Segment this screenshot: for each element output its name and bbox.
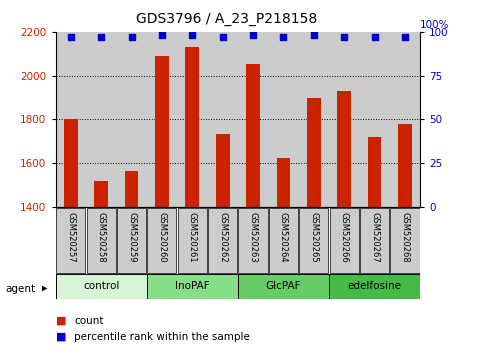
Point (188, 33, 196, 38)
FancyBboxPatch shape (86, 209, 116, 273)
FancyBboxPatch shape (299, 209, 328, 273)
FancyBboxPatch shape (360, 209, 389, 273)
Text: GlcPAF: GlcPAF (266, 281, 301, 291)
Text: ■: ■ (56, 316, 66, 326)
Bar (307, 98, 321, 207)
Text: GSM520262: GSM520262 (218, 212, 227, 263)
Bar (185, 47, 199, 207)
Bar (177, 32, 208, 207)
Point (128, 34, 135, 40)
FancyBboxPatch shape (147, 209, 176, 273)
Text: InoPAF: InoPAF (175, 281, 210, 291)
Bar (338, 91, 351, 207)
Bar (277, 158, 290, 207)
Text: GSM520257: GSM520257 (66, 212, 75, 263)
Text: GSM520265: GSM520265 (309, 212, 318, 263)
FancyBboxPatch shape (56, 274, 147, 299)
Point (67, 34, 74, 40)
Point (371, 34, 379, 40)
FancyBboxPatch shape (239, 209, 268, 273)
Point (341, 34, 348, 40)
Text: GSM520266: GSM520266 (340, 212, 349, 263)
Text: agent: agent (6, 284, 36, 293)
Text: GSM520260: GSM520260 (157, 212, 167, 263)
Bar (216, 134, 229, 207)
Text: GDS3796 / A_23_P218158: GDS3796 / A_23_P218158 (136, 12, 318, 27)
Point (97, 34, 105, 40)
Bar (116, 32, 147, 207)
Text: GSM520259: GSM520259 (127, 212, 136, 263)
Text: percentile rank within the sample: percentile rank within the sample (74, 332, 250, 342)
Bar (298, 32, 329, 207)
FancyBboxPatch shape (238, 274, 329, 299)
FancyBboxPatch shape (269, 209, 298, 273)
Point (219, 34, 227, 40)
Text: edelfosine: edelfosine (348, 281, 402, 291)
Bar (56, 32, 86, 207)
Bar (238, 32, 268, 207)
Text: GSM520268: GSM520268 (400, 212, 410, 263)
Text: GSM520261: GSM520261 (188, 212, 197, 263)
Text: control: control (83, 281, 119, 291)
FancyBboxPatch shape (390, 209, 420, 273)
Bar (368, 137, 382, 207)
Bar (94, 181, 108, 207)
Point (401, 34, 409, 40)
Point (280, 34, 287, 40)
Bar (268, 32, 298, 207)
Bar (125, 171, 138, 207)
Text: GSM520263: GSM520263 (249, 212, 257, 263)
Text: GSM520267: GSM520267 (370, 212, 379, 263)
Bar (64, 120, 78, 207)
FancyBboxPatch shape (330, 209, 359, 273)
FancyBboxPatch shape (329, 274, 420, 299)
Bar (86, 32, 116, 207)
Bar (208, 32, 238, 207)
Text: 100%: 100% (420, 20, 450, 30)
Point (249, 33, 257, 38)
Bar (390, 32, 420, 207)
FancyBboxPatch shape (178, 209, 207, 273)
FancyBboxPatch shape (56, 209, 85, 273)
Bar (398, 124, 412, 207)
Point (310, 33, 318, 38)
Text: count: count (74, 316, 103, 326)
Bar (147, 32, 177, 207)
Bar (329, 32, 359, 207)
Text: ■: ■ (56, 332, 66, 342)
FancyBboxPatch shape (147, 274, 238, 299)
Text: GSM520264: GSM520264 (279, 212, 288, 263)
FancyBboxPatch shape (208, 209, 237, 273)
Bar (155, 56, 169, 207)
Bar (246, 64, 260, 207)
Text: GSM520258: GSM520258 (97, 212, 106, 263)
Point (158, 33, 166, 38)
Bar (359, 32, 390, 207)
FancyBboxPatch shape (117, 209, 146, 273)
